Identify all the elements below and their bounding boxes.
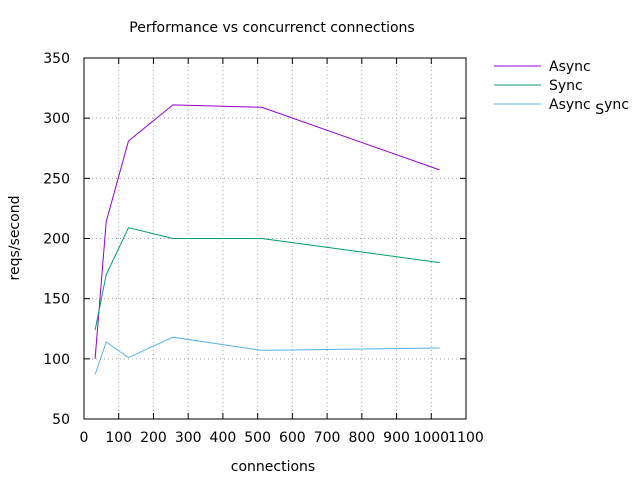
y-tick-label: 250 — [43, 171, 70, 187]
y-tick-label: 300 — [43, 111, 70, 127]
x-tick-label: 200 — [140, 430, 167, 446]
x-tick-label: 600 — [279, 430, 306, 446]
legend-label-part: ync — [604, 97, 629, 113]
series-lines — [94, 104, 440, 375]
legend-label-async: Async — [549, 59, 591, 75]
legend-label-part: Async — [549, 97, 595, 113]
y-tick-labels: 50 100 150 200 250 300 350 — [43, 51, 70, 428]
y-tick-label: 100 — [43, 352, 70, 368]
x-tick-label: 700 — [314, 430, 341, 446]
x-tick-label: 100 — [105, 430, 132, 446]
x-tick-labels: 0 100 200 300 400 500 600 700 800 900 1000 1100 — [80, 430, 484, 446]
series-line-sync — [94, 227, 440, 331]
x-tick-label: 300 — [175, 430, 202, 446]
x-tick-label: 0 — [80, 430, 89, 446]
y-tick-label: 50 — [52, 412, 70, 428]
legend-label-part: S — [595, 102, 604, 118]
y-axis-label: reqs/second — [7, 196, 23, 281]
x-tick-label: 1100 — [448, 430, 484, 446]
tick-marks — [83, 57, 467, 420]
legend-label-sync: Sync — [549, 78, 583, 94]
x-tick-label: 1000 — [413, 430, 449, 446]
chart-title: Performance vs concurrenct connections — [129, 20, 414, 36]
y-tick-label: 150 — [43, 292, 70, 308]
x-axis-label: connections — [231, 459, 315, 475]
x-tick-label: 900 — [383, 430, 410, 446]
y-tick-label: 350 — [43, 51, 70, 67]
x-tick-label: 400 — [210, 430, 237, 446]
x-tick-label: 800 — [348, 430, 375, 446]
y-tick-label: 200 — [43, 232, 70, 248]
x-tick-label: 500 — [244, 430, 271, 446]
series-line-async — [94, 104, 440, 359]
series-line-async-sync — [94, 336, 440, 375]
legend-label-async-sync: Async Sync — [549, 97, 629, 118]
